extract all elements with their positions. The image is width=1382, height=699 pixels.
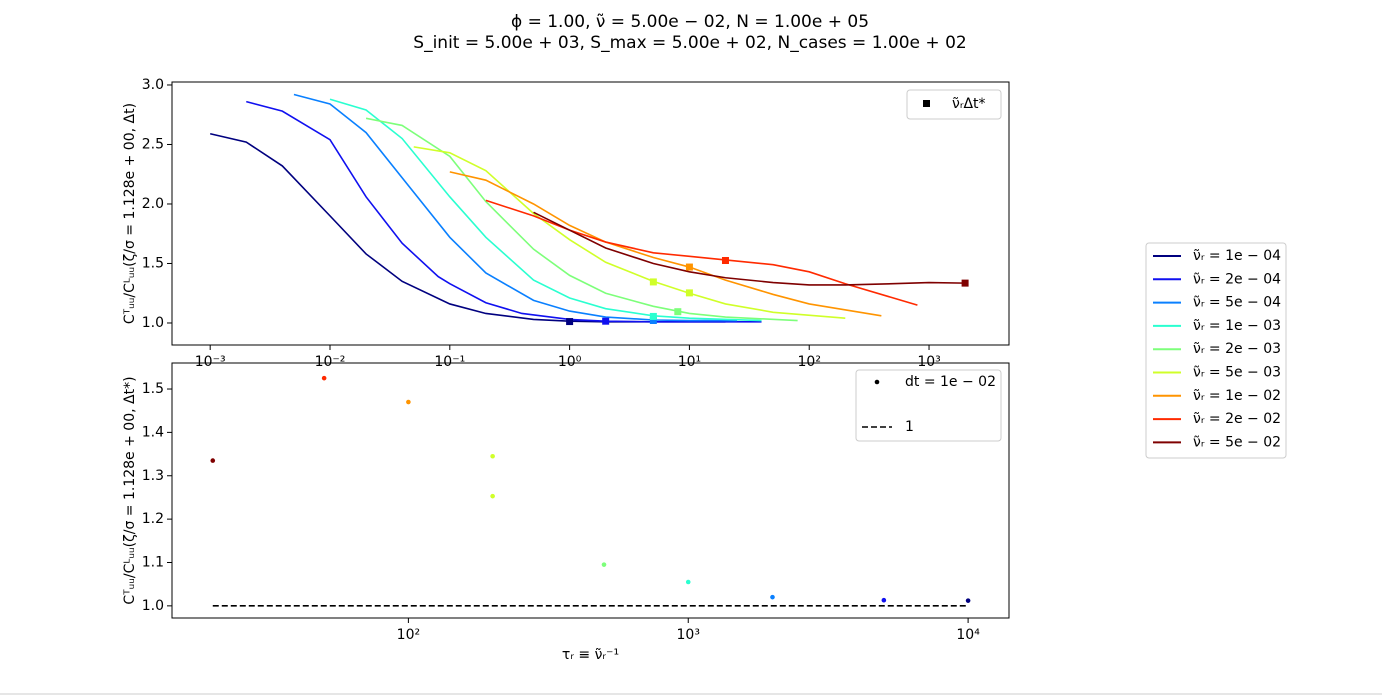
axes-frame (171, 362, 1010, 619)
y-tick-label: 1.1 (142, 554, 164, 570)
legend-label: ν̃ᵣ = 5e − 04 (1193, 295, 1281, 311)
point (770, 594, 775, 600)
y-tick-label: 2.5 (142, 136, 164, 152)
axes-frame (171, 81, 1010, 346)
x-axis-label: τᵣ ≡ ν̃ᵣ⁻¹ (562, 647, 619, 663)
marker (961, 279, 969, 287)
marker (649, 312, 657, 320)
marker (566, 318, 574, 326)
point (685, 579, 691, 585)
x-tick-label: 10³ (917, 354, 940, 370)
y-tick-label: 3.0 (142, 77, 164, 93)
x-tick-label: 10² (397, 627, 420, 643)
legend-label: ν̃ᵣ = 1e − 04 (1193, 248, 1281, 264)
legend-label: ν̃ᵣΔt* (952, 96, 986, 112)
point (881, 597, 887, 603)
legend-marker (923, 100, 930, 107)
line (449, 171, 882, 317)
y-axis-label: Cᵀᵤᵤ/Cᴸᵤᵤ(ζ/σ = 1.128e + 00, Δt*) (122, 376, 138, 604)
legend-label: ν̃ᵣ = 5e − 02 (1193, 434, 1281, 450)
point (601, 562, 607, 567)
title-line: S_init = 5.00e + 03, S_max = 5.00e + 02,… (413, 33, 966, 53)
y-tick-label: 2.0 (142, 196, 164, 212)
point (210, 458, 216, 463)
marker (649, 316, 657, 324)
y-tick-label: 1.0 (142, 598, 164, 614)
y-tick-label: 1.4 (142, 424, 164, 440)
x-tick-label: 10⁻¹ (434, 354, 465, 370)
legend-box (855, 369, 1002, 442)
line (293, 93, 738, 322)
y-tick-label: 1.2 (142, 511, 164, 527)
x-tick-label: 10² (798, 354, 821, 370)
point (490, 453, 495, 459)
x-tick-label: 10⁴ (956, 627, 980, 643)
title-line: ϕ = 1.00, ν̃ = 5.00e − 02, N = 1.00e + 0… (511, 12, 869, 32)
marker (721, 257, 729, 265)
x-tick-label: 10⁻² (315, 354, 346, 370)
plot-area (210, 93, 969, 326)
legend-label: ν̃ᵣ = 2e − 02 (1193, 411, 1281, 427)
y-tick-label: 1.5 (142, 255, 164, 271)
marker (674, 308, 682, 316)
line (365, 117, 798, 322)
marker (685, 289, 693, 297)
x-tick-label: 10¹ (678, 354, 701, 370)
legend-label: ν̃ᵣ = 1e − 03 (1193, 318, 1281, 334)
y-tick-label: 1.5 (142, 381, 164, 397)
point (965, 598, 971, 603)
line (413, 146, 846, 320)
line (485, 199, 918, 306)
point (321, 375, 327, 381)
marker (649, 278, 657, 286)
x-tick-label: 10⁻³ (195, 354, 226, 370)
point (490, 493, 495, 499)
plot-area (210, 375, 971, 607)
marker (685, 263, 693, 271)
marker (602, 317, 610, 325)
legend-box (1145, 242, 1287, 459)
y-tick-label: 1.0 (142, 315, 164, 331)
legend-label: ν̃ᵣ = 1e − 02 (1193, 388, 1281, 404)
point (406, 399, 411, 405)
legend-box (906, 89, 1002, 120)
legend-label: ν̃ᵣ = 2e − 03 (1193, 341, 1281, 357)
line (246, 100, 762, 323)
line (533, 211, 966, 286)
legend-label: dt = 1e − 02 (905, 374, 996, 390)
x-tick-label: 10⁰ (558, 354, 582, 370)
legend-marker (874, 379, 880, 385)
legend-label: ν̃ᵣ = 2e − 04 (1193, 271, 1281, 287)
y-tick-label: 1.3 (142, 468, 164, 484)
legend-label: ν̃ᵣ = 5e − 03 (1193, 365, 1281, 381)
y-axis-label: Cᵀᵤᵤ/Cᴸᵤᵤ(ζ/σ = 1.128e + 00, Δt) (122, 103, 138, 324)
line (329, 98, 762, 322)
x-tick-label: 10³ (677, 627, 700, 643)
legend-label: 1 (905, 419, 914, 435)
